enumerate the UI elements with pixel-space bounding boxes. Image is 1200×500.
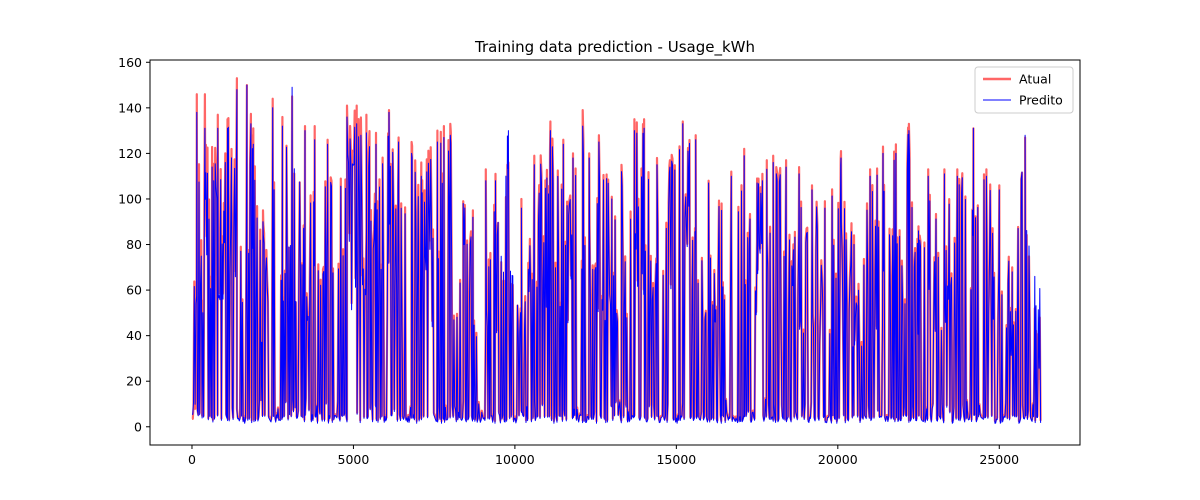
legend: Atual Predito — [974, 66, 1074, 114]
legend-label-predito: Predito — [1019, 93, 1063, 108]
legend-label-atual: Atual — [1019, 72, 1051, 87]
plot-frame — [149, 59, 1081, 446]
y-tick-label: 60 — [126, 283, 142, 298]
y-tick-label: 160 — [118, 55, 142, 70]
x-tick-label: 20000 — [818, 452, 858, 467]
chart-title: Training data prediction - Usage_kWh — [474, 38, 755, 57]
y-tick-label: 40 — [126, 328, 142, 343]
y-tick-label: 20 — [126, 374, 142, 389]
y-tick-label: 100 — [118, 191, 142, 206]
x-tick-label: 15000 — [656, 452, 696, 467]
x-tick-label: 0 — [188, 452, 196, 467]
series-line-predito — [192, 84, 1042, 424]
x-tick-label: 5000 — [338, 452, 370, 467]
y-tick-label: 80 — [126, 237, 142, 252]
x-tick-label: 25000 — [979, 452, 1019, 467]
y-tick-label: 0 — [134, 419, 142, 434]
y-tick-label: 140 — [118, 100, 142, 115]
x-tick-label: 10000 — [495, 452, 535, 467]
y-tick-label: 120 — [118, 146, 142, 161]
